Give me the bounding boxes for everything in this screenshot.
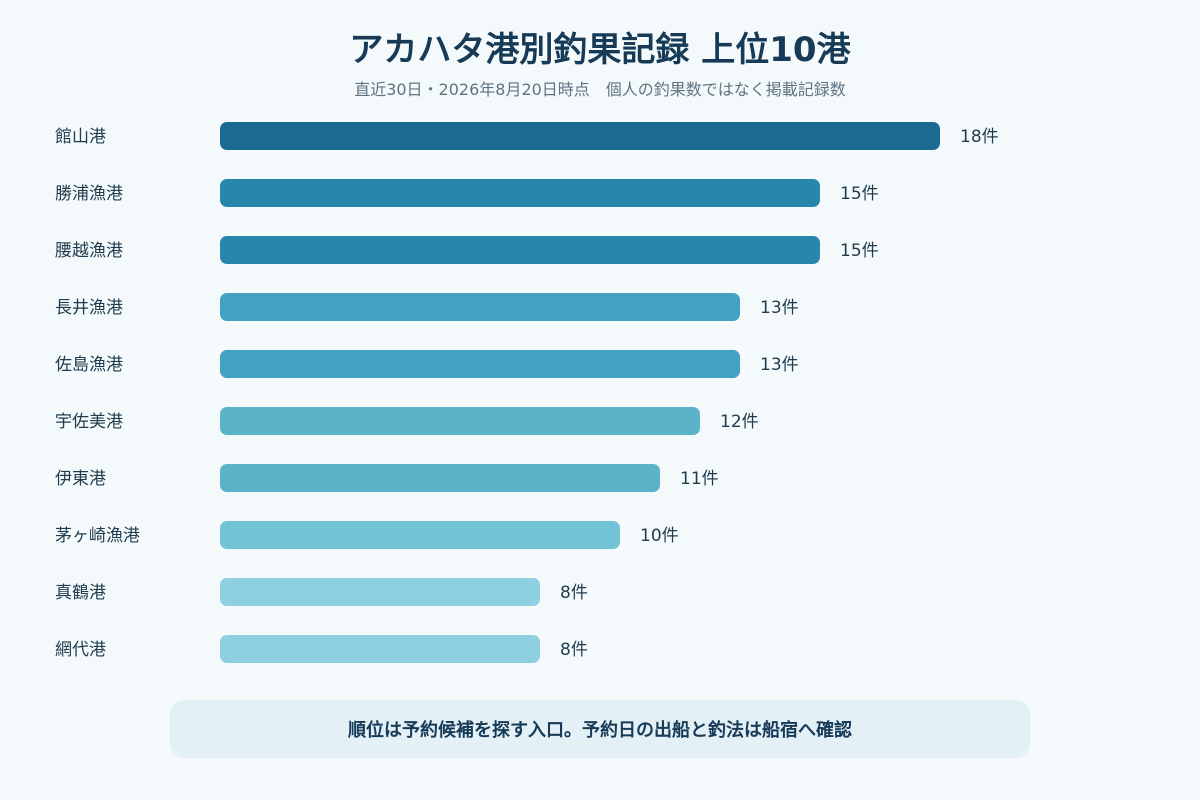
category-label: 長井漁港 <box>55 298 123 318</box>
category-label: 真鶴港 <box>55 583 106 603</box>
value-label: 8件 <box>560 640 588 660</box>
value-label: 15件 <box>840 241 879 261</box>
category-label: 茅ヶ崎漁港 <box>55 526 140 546</box>
chart-subtitle: 直近30日・2026年8月20日時点 個人の釣果数ではなく掲載記録数 <box>354 80 846 99</box>
category-label: 伊東港 <box>55 469 106 489</box>
bar <box>220 578 540 606</box>
bar <box>220 179 820 207</box>
category-label: 腰越漁港 <box>55 241 123 261</box>
category-label: 佐島漁港 <box>55 355 123 375</box>
note-box: 順位は予約候補を探す入口。予約日の出船と釣法は船宿へ確認 <box>170 700 1030 758</box>
category-label: 勝浦漁港 <box>55 184 123 204</box>
bar <box>220 236 820 264</box>
bar <box>220 464 660 492</box>
category-label: 館山港 <box>55 127 106 147</box>
chart-title: アカハタ港別釣果記録 上位10港 <box>349 30 851 70</box>
value-label: 13件 <box>760 355 799 375</box>
value-label: 10件 <box>640 526 679 546</box>
value-label: 11件 <box>680 469 719 489</box>
category-label: 網代港 <box>55 640 106 660</box>
note-text: 順位は予約候補を探す入口。予約日の出船と釣法は船宿へ確認 <box>348 720 852 741</box>
bar <box>220 635 540 663</box>
category-label: 宇佐美港 <box>55 412 123 432</box>
bar <box>220 293 740 321</box>
value-label: 15件 <box>840 184 879 204</box>
value-label: 13件 <box>760 298 799 318</box>
bar <box>220 407 700 435</box>
bar <box>220 521 620 549</box>
bar <box>220 122 940 150</box>
value-label: 8件 <box>560 583 588 603</box>
value-label: 12件 <box>720 412 759 432</box>
value-label: 18件 <box>960 127 999 147</box>
bar <box>220 350 740 378</box>
